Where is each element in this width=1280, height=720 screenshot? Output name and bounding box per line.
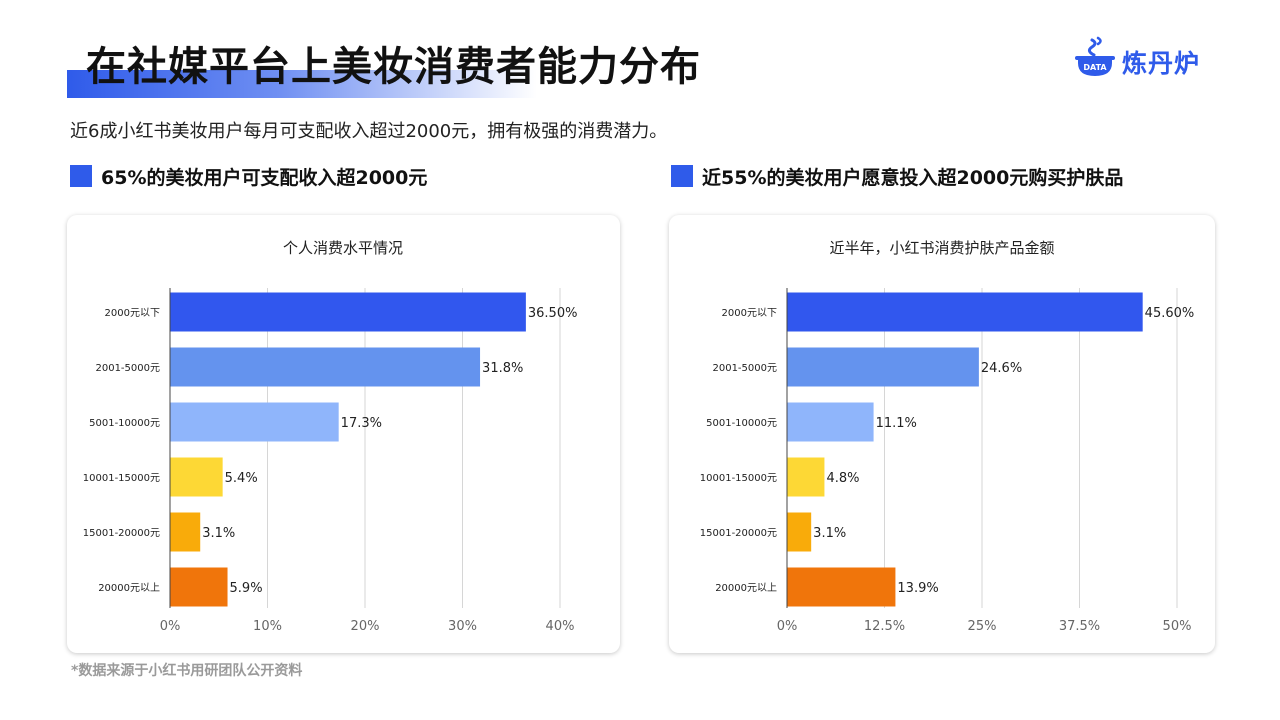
section-heading-right: 近55%的美妆用户愿意投入超2000元购买护肤品 [671,163,1123,189]
data-source-footnote: *数据来源于小红书用研团队公开资料 [71,663,303,679]
x-tick-label: 25% [968,619,997,634]
logo-name: 炼丹炉 [1122,49,1201,78]
bar-value-label: 24.6% [981,361,1022,376]
bar [787,457,825,497]
bar-value-label: 31.8% [482,361,523,376]
x-tick-label: 20% [351,619,380,634]
bar-value-label: 11.1% [876,416,917,431]
section-heading-text: 65%的美妆用户可支配收入超2000元 [101,166,428,189]
category-label: 10001-15000元 [700,473,777,484]
x-tick-label: 10% [253,619,282,634]
x-tick-label: 30% [448,619,477,634]
bar-value-label: 5.9% [230,581,263,596]
category-label: 20000元以上 [98,582,160,594]
bar-value-label: 17.3% [341,416,382,431]
category-label: 20000元以上 [715,582,777,594]
chart-card-skincare-spending: 近半年，小红书消费护肤产品金额 0% 12.5% 25% 37.5% 50% 2000元以下… [669,215,1215,653]
category-label: 15001-20000元 [83,528,160,539]
section-heading-left: 65%的美妆用户可支配收入超2000元 [70,163,427,189]
bar-value-label: 36.50% [528,306,578,321]
bar [787,567,896,607]
category-label: 5001-10000元 [89,418,160,429]
bar-value-label: 4.8% [826,471,859,486]
bar [787,347,979,387]
category-label: 10001-15000元 [83,473,160,484]
x-tick-label: 40% [546,619,575,634]
bar-value-label: 5.4% [225,471,258,486]
x-tick-label: 50% [1163,619,1192,634]
bar [170,347,481,387]
bar [170,457,223,497]
bar [170,512,201,552]
chart-spending-level: 个人消费水平情况 0% 10% 20% 30% 40% 2000元以下 36.50% 2001-… [83,239,578,634]
category-label: 5001-10000元 [706,418,777,429]
category-label: 2000元以下 [722,308,777,319]
bar [787,402,874,442]
category-label: 2000元以下 [105,308,160,319]
chart-title: 个人消费水平情况 [283,239,403,257]
cauldron-icon: DATA [1075,36,1115,76]
x-tick-label: 0% [160,619,181,634]
x-tick-label: 0% [777,619,798,634]
x-tick-label: 37.5% [1059,619,1100,634]
chart-card-spending-level: 个人消费水平情况 0% 10% 20% 30% 40% 2000元以下 36.50% 2001-… [67,215,620,653]
section-marker-square [70,165,92,187]
section-heading-text: 近55%的美妆用户愿意投入超2000元购买护肤品 [702,166,1124,189]
bar [170,292,526,332]
logo-badge: DATA [1083,63,1107,72]
bar [787,512,812,552]
bar-value-label: 45.60% [1145,306,1195,321]
page-subtitle: 近6成小红书美妆用户每月可支配收入超过2000元，拥有极强的消费潜力。 [70,121,668,142]
title-underline-bar [67,70,537,98]
bar [787,292,1143,332]
chart-skincare-spending: 近半年，小红书消费护肤产品金额 0% 12.5% 25% 37.5% 50% 2000元以下… [700,239,1195,634]
bar [170,402,339,442]
section-marker-square [671,165,693,187]
brand-logo: DATA 炼丹炉 [1072,36,1222,86]
category-label: 15001-20000元 [700,528,777,539]
category-label: 2001-5000元 [712,363,777,374]
bar-value-label: 13.9% [897,581,938,596]
category-label: 2001-5000元 [95,363,160,374]
bar-value-label: 3.1% [202,526,235,541]
page-title: 在社媒平台上美妆消费者能力分布 [86,44,701,90]
x-tick-label: 12.5% [864,619,905,634]
bar-value-label: 3.1% [813,526,846,541]
chart-title: 近半年，小红书消费护肤产品金额 [829,239,1054,257]
bar [170,567,228,607]
